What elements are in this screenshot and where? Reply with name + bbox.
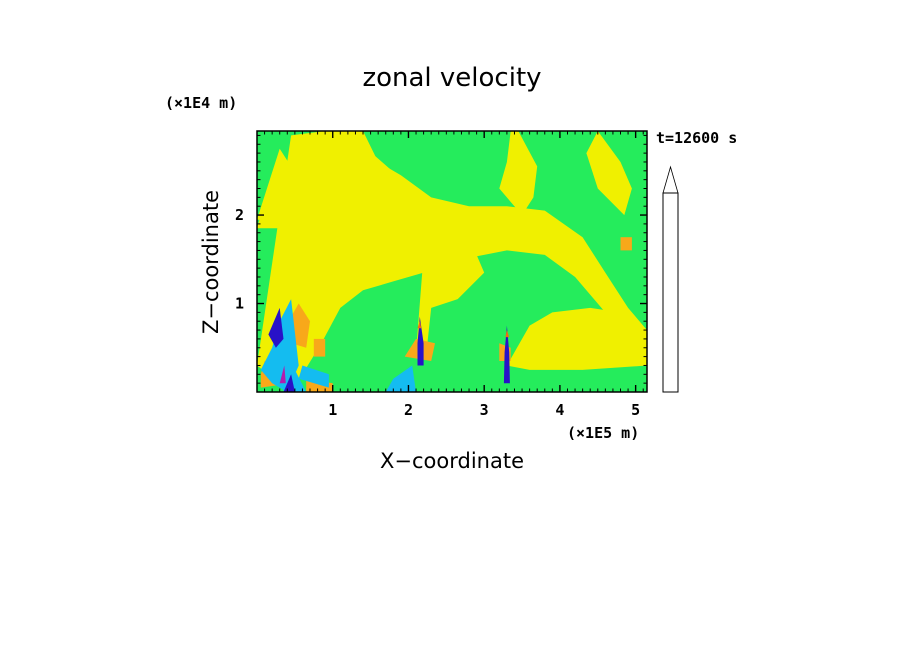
y-tick-label: 2 bbox=[235, 206, 244, 224]
chart-title: zonal velocity bbox=[362, 63, 541, 93]
field-region-10 bbox=[313, 338, 326, 357]
x-tick-label: 4 bbox=[555, 401, 564, 419]
y-axis-label: Z−coordinate bbox=[199, 190, 223, 334]
axis-ticks: 1 2 3 4 5 1 2 bbox=[235, 131, 647, 419]
x-tick-label: 2 bbox=[404, 401, 413, 419]
field-region-20 bbox=[283, 374, 295, 392]
x-tick-label: 5 bbox=[631, 401, 640, 419]
field-region-17 bbox=[298, 365, 329, 388]
field-region-14 bbox=[620, 237, 632, 251]
field-region-22 bbox=[503, 325, 510, 384]
x-scale-label: (×1E5 m) bbox=[567, 424, 639, 442]
colorbar-tick-label: 6 bbox=[686, 0, 695, 4]
colorbar-tick-label: −2 bbox=[686, 0, 704, 4]
y-tick-label: 1 bbox=[235, 295, 244, 313]
colorbar-frame bbox=[662, 192, 679, 393]
field-region-2 bbox=[416, 254, 485, 353]
x-axis-label: X−coordinate bbox=[380, 449, 524, 473]
x-tick-label: 1 bbox=[328, 401, 337, 419]
field-region-23 bbox=[279, 365, 286, 384]
time-label: t=12600 s bbox=[656, 129, 737, 147]
x-tick-label: 3 bbox=[480, 401, 489, 419]
field-region-3 bbox=[257, 148, 398, 224]
y-scale-label: (×1E4 m) bbox=[165, 94, 237, 112]
colorbar-tick-label: 15.1 bbox=[686, 0, 722, 4]
colorbar-tick-label: −9 bbox=[686, 0, 704, 4]
field-region-6 bbox=[499, 131, 538, 216]
field-region-25 bbox=[505, 330, 510, 338]
field-region-7 bbox=[586, 131, 632, 216]
velocity-field bbox=[257, 131, 647, 392]
field-region-4 bbox=[257, 188, 356, 229]
field-region-21 bbox=[417, 316, 424, 366]
field-region-9 bbox=[291, 303, 310, 348]
field-region-5 bbox=[506, 307, 647, 370]
plot-frame bbox=[256, 130, 648, 393]
field-region-19 bbox=[268, 307, 284, 348]
colorbar: −9−21615.1 bbox=[662, 0, 722, 393]
field-region-24 bbox=[417, 321, 422, 329]
colorbar-extend-arrow bbox=[662, 165, 679, 194]
colorbar-tick-label: 1 bbox=[686, 0, 695, 4]
